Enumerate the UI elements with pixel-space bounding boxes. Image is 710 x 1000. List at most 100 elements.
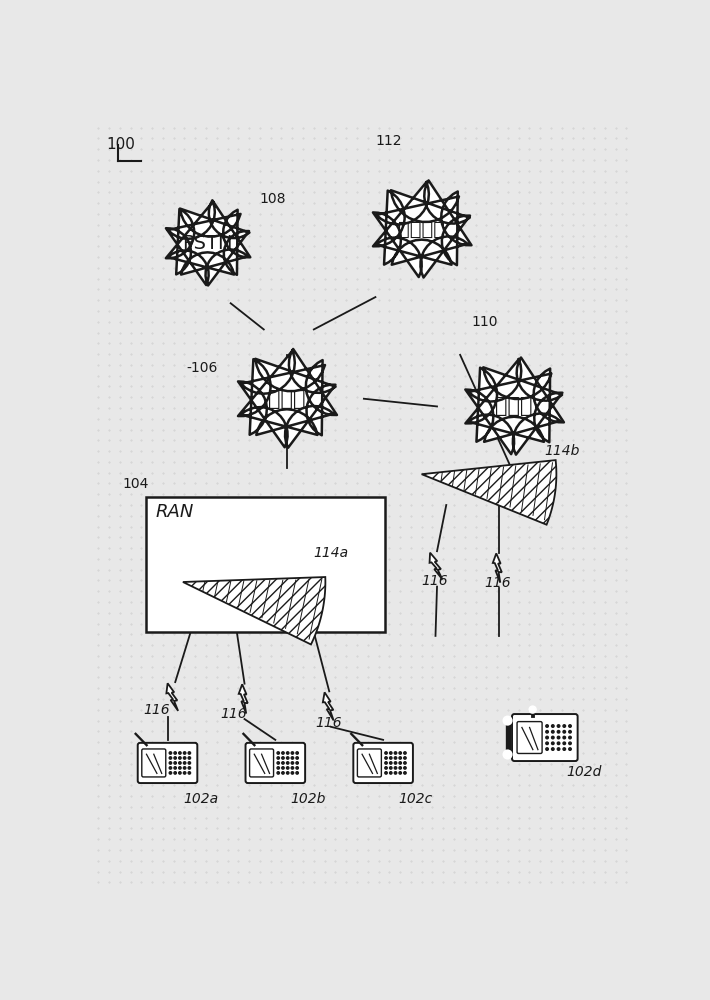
Text: PSTN: PSTN bbox=[182, 234, 233, 253]
Circle shape bbox=[385, 767, 387, 769]
FancyBboxPatch shape bbox=[357, 749, 381, 777]
Circle shape bbox=[174, 762, 176, 764]
Text: 110: 110 bbox=[471, 315, 498, 329]
Circle shape bbox=[291, 762, 294, 764]
Circle shape bbox=[552, 725, 554, 727]
Circle shape bbox=[563, 731, 566, 733]
Circle shape bbox=[286, 757, 289, 759]
Circle shape bbox=[399, 772, 401, 774]
Circle shape bbox=[569, 725, 572, 727]
Circle shape bbox=[399, 752, 401, 754]
Circle shape bbox=[404, 757, 406, 759]
Circle shape bbox=[188, 767, 190, 769]
Circle shape bbox=[291, 752, 294, 754]
Circle shape bbox=[390, 752, 392, 754]
Text: 核心网: 核心网 bbox=[268, 389, 305, 409]
Circle shape bbox=[296, 757, 298, 759]
Text: 100: 100 bbox=[106, 137, 135, 152]
Circle shape bbox=[277, 762, 280, 764]
Circle shape bbox=[394, 762, 397, 764]
Circle shape bbox=[282, 752, 284, 754]
Circle shape bbox=[390, 767, 392, 769]
Circle shape bbox=[557, 725, 559, 727]
Circle shape bbox=[394, 757, 397, 759]
Circle shape bbox=[546, 731, 548, 733]
Circle shape bbox=[188, 762, 190, 764]
Circle shape bbox=[179, 762, 181, 764]
Circle shape bbox=[503, 716, 512, 725]
Circle shape bbox=[282, 772, 284, 774]
Polygon shape bbox=[323, 692, 334, 720]
Circle shape bbox=[503, 750, 512, 759]
Circle shape bbox=[569, 748, 572, 750]
Text: 114b: 114b bbox=[545, 444, 580, 458]
Circle shape bbox=[399, 757, 401, 759]
Polygon shape bbox=[166, 683, 178, 711]
Circle shape bbox=[296, 752, 298, 754]
Polygon shape bbox=[166, 200, 251, 285]
Polygon shape bbox=[430, 553, 442, 579]
Text: 因特网: 因特网 bbox=[496, 396, 532, 416]
Circle shape bbox=[286, 767, 289, 769]
Polygon shape bbox=[465, 358, 564, 455]
Circle shape bbox=[404, 752, 406, 754]
Polygon shape bbox=[422, 460, 557, 525]
Circle shape bbox=[277, 767, 280, 769]
Circle shape bbox=[404, 767, 406, 769]
Circle shape bbox=[183, 762, 186, 764]
Circle shape bbox=[286, 752, 289, 754]
Circle shape bbox=[179, 772, 181, 774]
Circle shape bbox=[557, 731, 559, 733]
Circle shape bbox=[552, 742, 554, 745]
Text: 114a: 114a bbox=[314, 546, 349, 560]
Circle shape bbox=[282, 762, 284, 764]
Polygon shape bbox=[183, 577, 325, 644]
Text: RAN: RAN bbox=[155, 503, 194, 521]
Circle shape bbox=[179, 757, 181, 759]
Circle shape bbox=[174, 767, 176, 769]
Circle shape bbox=[188, 752, 190, 754]
Text: 116: 116 bbox=[485, 576, 511, 590]
FancyBboxPatch shape bbox=[250, 749, 273, 777]
Circle shape bbox=[394, 752, 397, 754]
Text: 112: 112 bbox=[376, 134, 402, 148]
Circle shape bbox=[404, 772, 406, 774]
Circle shape bbox=[552, 731, 554, 733]
Circle shape bbox=[188, 757, 190, 759]
Circle shape bbox=[277, 757, 280, 759]
Circle shape bbox=[174, 772, 176, 774]
Circle shape bbox=[385, 757, 387, 759]
Circle shape bbox=[552, 748, 554, 750]
Circle shape bbox=[183, 757, 186, 759]
Text: 104: 104 bbox=[123, 477, 149, 491]
Circle shape bbox=[282, 757, 284, 759]
FancyBboxPatch shape bbox=[354, 743, 413, 783]
Circle shape bbox=[174, 752, 176, 754]
Text: 116: 116 bbox=[422, 574, 448, 588]
Circle shape bbox=[529, 706, 536, 713]
Polygon shape bbox=[239, 684, 248, 714]
Circle shape bbox=[390, 762, 392, 764]
FancyBboxPatch shape bbox=[142, 749, 165, 777]
Text: 102d: 102d bbox=[567, 765, 602, 779]
Circle shape bbox=[546, 736, 548, 739]
FancyBboxPatch shape bbox=[517, 722, 542, 753]
Circle shape bbox=[546, 725, 548, 727]
Circle shape bbox=[390, 772, 392, 774]
Circle shape bbox=[399, 762, 401, 764]
Circle shape bbox=[169, 772, 172, 774]
Circle shape bbox=[557, 742, 559, 745]
Circle shape bbox=[552, 736, 554, 739]
Circle shape bbox=[385, 772, 387, 774]
Text: 102c: 102c bbox=[398, 792, 433, 806]
Polygon shape bbox=[373, 180, 471, 278]
Circle shape bbox=[277, 772, 280, 774]
Polygon shape bbox=[238, 349, 337, 448]
Circle shape bbox=[183, 767, 186, 769]
Text: 116: 116 bbox=[143, 703, 170, 717]
Circle shape bbox=[399, 767, 401, 769]
Text: 102a: 102a bbox=[183, 792, 218, 806]
Circle shape bbox=[188, 772, 190, 774]
Circle shape bbox=[569, 736, 572, 739]
Text: 102b: 102b bbox=[290, 792, 326, 806]
